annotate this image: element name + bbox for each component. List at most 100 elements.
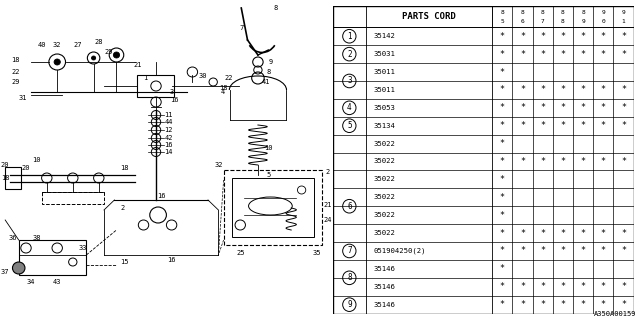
Text: 4: 4 (347, 103, 351, 112)
Circle shape (92, 56, 96, 60)
Text: *: * (561, 282, 565, 291)
Text: 8: 8 (581, 10, 585, 15)
Circle shape (342, 74, 356, 88)
Text: *: * (500, 32, 505, 41)
Text: 28: 28 (95, 39, 103, 45)
Circle shape (342, 298, 356, 311)
Text: *: * (500, 157, 505, 166)
Bar (232, 178, 314, 237)
Text: 3: 3 (347, 76, 351, 85)
Text: 41: 41 (262, 79, 271, 85)
Text: 35053: 35053 (373, 105, 396, 111)
Text: *: * (601, 32, 606, 41)
Text: 25: 25 (236, 250, 244, 256)
Text: 2: 2 (120, 205, 125, 211)
Text: 35142: 35142 (373, 33, 396, 39)
Bar (138, 75, 173, 97)
Text: *: * (561, 85, 565, 94)
Text: *: * (601, 282, 606, 291)
Text: *: * (500, 246, 505, 255)
Text: *: * (540, 50, 545, 59)
Text: 44: 44 (164, 119, 173, 125)
Text: 35031: 35031 (373, 51, 396, 57)
Text: 10: 10 (264, 145, 273, 151)
Text: 18: 18 (120, 165, 129, 171)
Text: 4: 4 (220, 89, 225, 95)
Text: 32: 32 (214, 162, 223, 168)
Text: *: * (601, 121, 606, 130)
Text: 1: 1 (621, 19, 625, 24)
Text: *: * (540, 228, 545, 237)
Bar (5, 167, 20, 189)
Text: *: * (520, 103, 525, 112)
Text: 35022: 35022 (373, 140, 396, 147)
Text: 35022: 35022 (373, 194, 396, 200)
Text: 27: 27 (74, 42, 83, 48)
Text: 7: 7 (541, 19, 545, 24)
Text: 22: 22 (12, 69, 20, 75)
Text: *: * (540, 157, 545, 166)
Text: 2: 2 (326, 169, 330, 175)
Text: *: * (520, 246, 525, 255)
Text: 051904250(2): 051904250(2) (373, 248, 426, 254)
Text: 40: 40 (37, 42, 46, 48)
Text: 1: 1 (347, 32, 351, 41)
Text: *: * (621, 157, 626, 166)
Text: *: * (561, 228, 565, 237)
Text: 16: 16 (164, 142, 173, 148)
Text: *: * (540, 121, 545, 130)
Text: *: * (520, 228, 525, 237)
Text: 8: 8 (273, 5, 278, 11)
Text: *: * (580, 103, 586, 112)
Circle shape (342, 199, 356, 213)
Text: 35134: 35134 (373, 123, 396, 129)
Text: *: * (621, 50, 626, 59)
Text: *: * (621, 121, 626, 130)
Text: 8: 8 (541, 10, 545, 15)
Text: 6: 6 (521, 19, 524, 24)
Text: 9: 9 (621, 10, 625, 15)
Text: *: * (580, 32, 586, 41)
Bar (333, 6, 634, 27)
Circle shape (13, 262, 25, 274)
Text: 9: 9 (347, 300, 351, 309)
Text: *: * (540, 103, 545, 112)
Text: 35022: 35022 (373, 212, 396, 218)
Text: 35011: 35011 (373, 69, 396, 75)
Text: *: * (500, 121, 505, 130)
Text: 35146: 35146 (373, 266, 396, 272)
Text: 29: 29 (12, 79, 20, 85)
Text: *: * (500, 228, 505, 237)
Text: 36: 36 (8, 235, 17, 241)
Text: 3: 3 (170, 89, 173, 95)
Text: 16: 16 (167, 257, 176, 263)
Text: 9: 9 (581, 19, 585, 24)
Text: *: * (500, 103, 505, 112)
Text: *: * (561, 246, 565, 255)
Text: *: * (500, 193, 505, 202)
Text: *: * (561, 121, 565, 130)
Text: 7: 7 (347, 246, 351, 255)
Text: 8: 8 (561, 19, 564, 24)
Text: *: * (500, 68, 505, 76)
Text: *: * (601, 85, 606, 94)
Text: 20: 20 (22, 165, 30, 171)
Text: *: * (520, 300, 525, 309)
Text: PARTS CORD: PARTS CORD (402, 12, 456, 21)
Text: *: * (580, 50, 586, 59)
Text: *: * (500, 300, 505, 309)
Text: 18: 18 (220, 85, 228, 91)
Text: *: * (540, 85, 545, 94)
Circle shape (342, 244, 356, 258)
Text: *: * (520, 157, 525, 166)
Text: *: * (580, 300, 586, 309)
Text: 18: 18 (12, 57, 20, 63)
Text: 20: 20 (1, 162, 10, 168)
Text: 22: 22 (225, 75, 233, 81)
Text: 6: 6 (347, 202, 351, 211)
Text: *: * (621, 32, 626, 41)
Text: 8: 8 (347, 273, 351, 282)
Text: 35146: 35146 (373, 284, 396, 290)
Text: 24: 24 (323, 217, 332, 223)
Text: 16: 16 (170, 97, 179, 103)
